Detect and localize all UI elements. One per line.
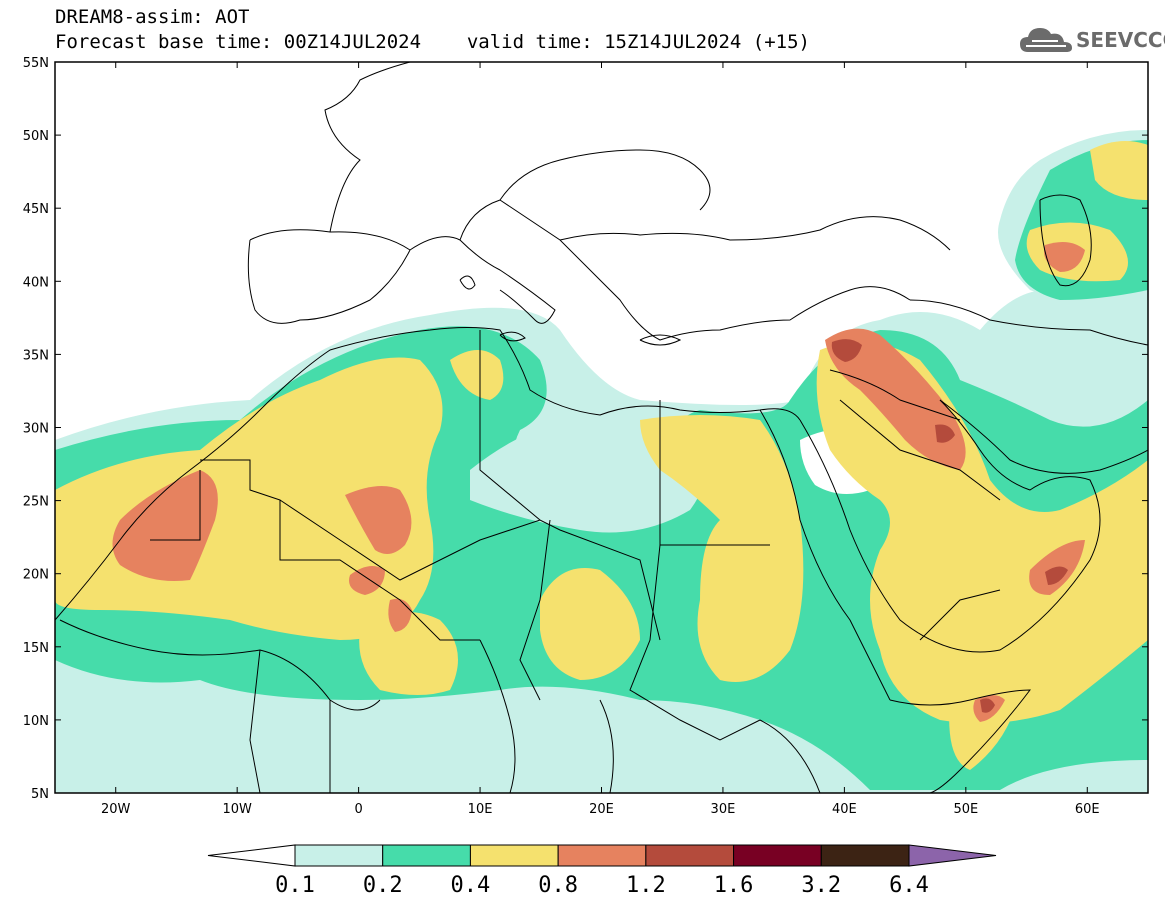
lat-label: 35N <box>23 348 49 363</box>
colorbar-swatch <box>469 844 559 867</box>
lon-label: 20W <box>101 802 131 817</box>
forecast-times: Forecast base time: 00Z14JUL2024 valid t… <box>55 31 810 53</box>
lat-label: 40N <box>23 275 49 290</box>
lon-label: 40E <box>832 802 857 817</box>
colorbar-swatch <box>294 844 384 867</box>
colorbar-max-arrow <box>908 844 997 867</box>
aot-0.4-region-tunisia <box>450 350 504 400</box>
colorbar-min-arrow <box>207 844 296 867</box>
colorbar-swatch <box>645 844 735 867</box>
colorbar-swatch <box>557 844 647 867</box>
lon-label: 10E <box>468 802 493 817</box>
aot-1.2-region-somalia <box>980 698 995 713</box>
aot-0.4-region-arabia <box>816 342 1148 724</box>
lat-label: 15N <box>23 641 49 656</box>
base-time: Forecast base time: 00Z14JUL2024 <box>55 31 422 53</box>
aot-0.4-region-sahel <box>359 612 458 695</box>
lat-label: 30N <box>23 422 49 437</box>
lat-label: 45N <box>23 202 49 217</box>
lon-label: 0 <box>354 802 362 817</box>
lon-label: 20E <box>589 802 614 817</box>
aot-0.8-region-mali <box>349 566 385 595</box>
aot-1.2-region-syria <box>831 339 862 362</box>
cloud-logo-icon <box>1020 28 1072 52</box>
colorbar-label: 1.6 <box>714 873 754 898</box>
aot-0.8-region-algeria <box>345 486 412 554</box>
lat-label: 50N <box>23 129 49 144</box>
colorbar-label: 6.4 <box>889 873 929 898</box>
lon-label: 50E <box>953 802 978 817</box>
lat-label: 20N <box>23 568 49 583</box>
colorbar-swatch <box>733 844 822 867</box>
coastlines-borders <box>55 62 1148 793</box>
aot-1.2-region-oman <box>1045 566 1068 585</box>
aot-1.2-region-kuwait <box>935 424 955 443</box>
valid-time: valid time: 15Z14JUL2024 (+15) <box>466 31 810 53</box>
aot-0.4-region-egypt-sudan <box>640 415 804 682</box>
lon-label: 60E <box>1075 802 1100 817</box>
aot-0.8-region-niger <box>388 598 412 632</box>
lon-label: 10W <box>222 802 252 817</box>
colorbar-label: 0.8 <box>538 873 578 898</box>
aot-0.4-region-somalia <box>949 686 1020 770</box>
colorbar-swatch <box>820 844 910 867</box>
aot-0.8-region-caspian <box>1044 241 1085 272</box>
colorbar-label: 0.4 <box>451 873 491 898</box>
colorbar: 0.1 0.2 0.4 0.8 1.2 1.6 3.2 6.4 <box>207 844 997 898</box>
colorbar-label: 0.1 <box>275 873 315 898</box>
colorbar-label: 3.2 <box>801 873 841 898</box>
aot-0.4-region-chad <box>540 568 640 680</box>
colorbar-swatch <box>382 844 471 867</box>
lat-label: 25N <box>23 495 49 510</box>
aot-0.4-region-kazakh <box>1090 141 1148 200</box>
lat-axis: 55N 50N 45N 40N 35N 30N 25N 20N 15N 10N 5N <box>23 56 1148 802</box>
lat-label: 55N <box>23 56 49 71</box>
aot-0.8-region-iraq <box>825 328 966 470</box>
colorbar-label: 1.2 <box>626 873 666 898</box>
colorbar-label: 0.2 <box>363 873 403 898</box>
seevccc-logo: SEEVCCC <box>1018 22 1165 58</box>
lon-label: 30E <box>711 802 736 817</box>
map-title: DREAM8-assim: AOT <box>55 6 250 28</box>
aot-field <box>55 130 1148 793</box>
lon-axis: 20W 10W 0 10E 20E 30E 40E 50E 60E <box>101 62 1100 817</box>
lat-label: 5N <box>31 787 49 802</box>
aot-0.8-region-mauritania <box>112 470 218 581</box>
logo-text: SEEVCCC <box>1076 28 1165 52</box>
lat-label: 10N <box>23 714 49 729</box>
